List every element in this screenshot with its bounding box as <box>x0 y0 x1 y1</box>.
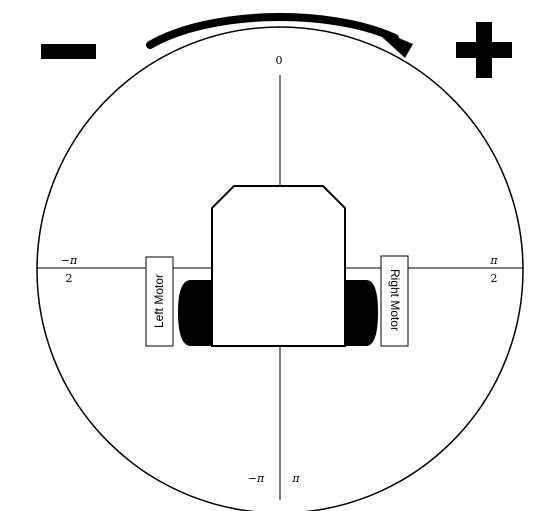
rotation-arrow <box>146 13 413 58</box>
angle-label-right: π 2 <box>487 254 501 285</box>
angle-label-left-denominator: 2 <box>66 272 73 285</box>
right-motor-label: Right Motor <box>388 269 402 331</box>
angle-label-bottom-right: π <box>291 472 300 485</box>
angle-label-bottom-left: −π <box>248 472 265 485</box>
angle-label-right-denominator: 2 <box>491 272 498 285</box>
plus-icon <box>456 22 512 78</box>
right-motor-box: Right Motor <box>380 255 409 347</box>
left-wheel <box>178 280 212 346</box>
angle-label-left-numerator: −π <box>61 254 78 267</box>
angle-label-top: 0 <box>276 54 283 67</box>
angle-label-right-numerator: π <box>489 254 498 267</box>
right-wheel <box>345 280 378 346</box>
left-motor-box: Left Motor <box>145 256 174 347</box>
angle-label-left: −π 2 <box>59 254 79 285</box>
angle-circle <box>36 26 524 511</box>
left-motor-label: Left Motor <box>152 274 166 328</box>
robot-body <box>211 185 346 347</box>
minus-icon <box>41 44 96 59</box>
